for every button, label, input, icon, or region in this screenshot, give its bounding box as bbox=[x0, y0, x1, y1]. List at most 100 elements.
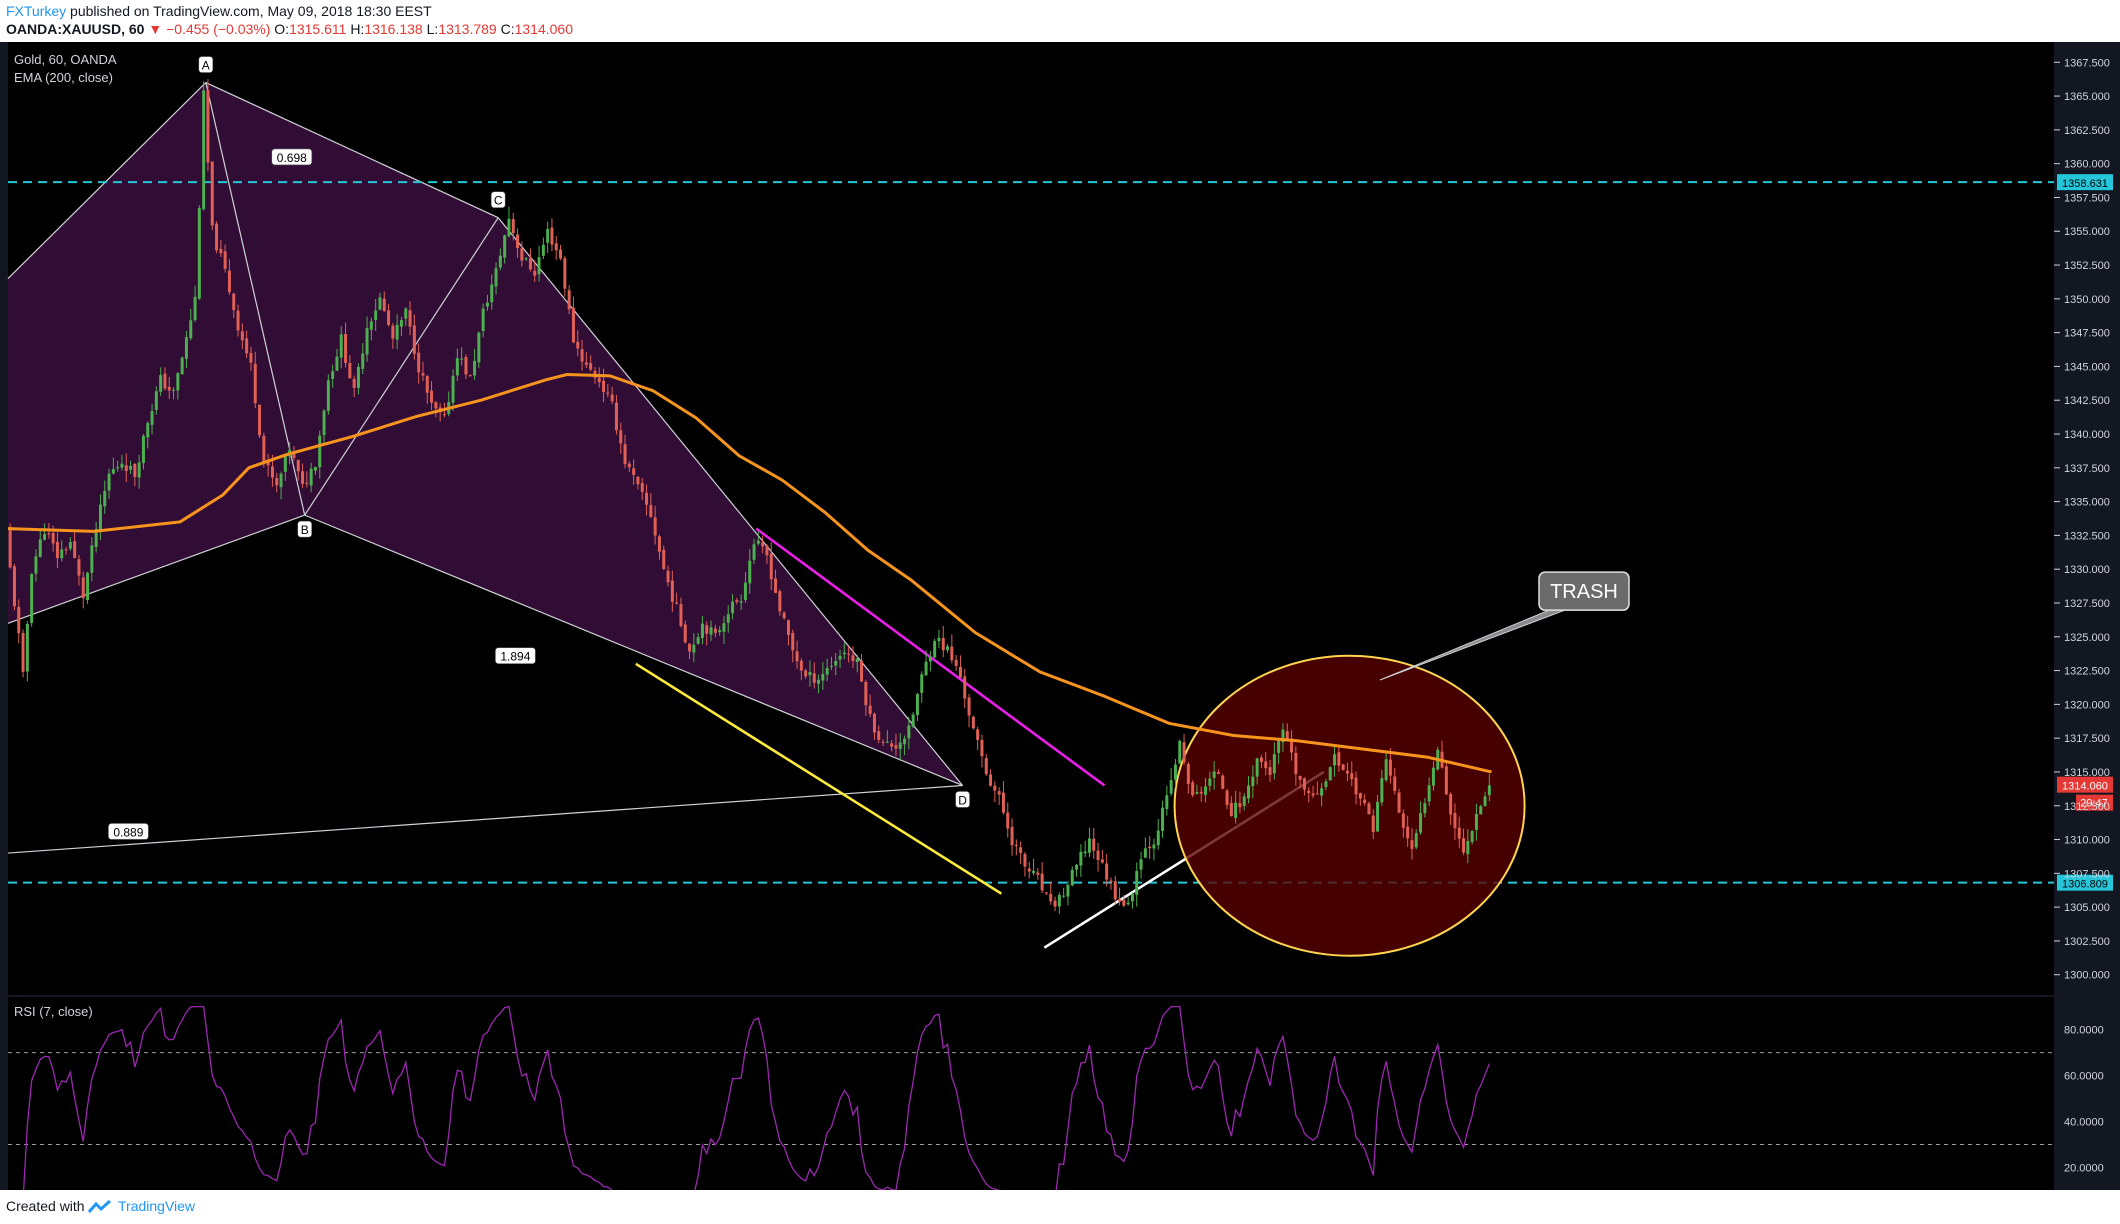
candle-body bbox=[249, 352, 253, 363]
candle-body bbox=[258, 404, 262, 436]
rsi-tick-label: 20.0000 bbox=[2064, 1163, 2104, 1175]
candle bbox=[1264, 752, 1268, 776]
candle-body bbox=[146, 423, 150, 438]
candle-body bbox=[1079, 851, 1083, 866]
candle-body bbox=[567, 290, 571, 310]
candle bbox=[735, 597, 739, 605]
candle-body bbox=[503, 235, 507, 258]
candle bbox=[550, 218, 554, 252]
candle-body bbox=[1083, 851, 1087, 854]
candle-body bbox=[1212, 771, 1216, 778]
candle bbox=[404, 307, 408, 326]
candle bbox=[1062, 887, 1066, 899]
candle bbox=[1457, 816, 1461, 848]
candle-body bbox=[1414, 833, 1418, 848]
candle bbox=[868, 694, 872, 718]
candle-body bbox=[374, 310, 378, 320]
price-tick-label: 1337.500 bbox=[2064, 463, 2110, 475]
trash-callout[interactable]: TRASH bbox=[1379, 571, 1630, 681]
candle bbox=[184, 330, 188, 369]
horizontal-levels[interactable]: 1358.631 1306.809 bbox=[8, 174, 2113, 891]
candle-body bbox=[933, 641, 937, 658]
candle-body bbox=[550, 227, 554, 245]
author-link[interactable]: FXTurkey bbox=[6, 3, 67, 19]
candle-body bbox=[81, 577, 85, 599]
candle bbox=[1384, 750, 1388, 783]
candle-body bbox=[163, 373, 167, 389]
candle-body bbox=[705, 625, 709, 634]
candle-body bbox=[683, 624, 687, 643]
candle-body bbox=[898, 742, 902, 749]
candle bbox=[1406, 815, 1410, 847]
candle-body bbox=[455, 358, 459, 376]
candle-body bbox=[838, 655, 842, 660]
candle bbox=[494, 262, 498, 295]
candle bbox=[1376, 795, 1380, 832]
candle bbox=[1118, 887, 1122, 906]
candle bbox=[1087, 827, 1091, 858]
candle-body bbox=[365, 328, 369, 355]
tradingview-brand[interactable]: TradingView bbox=[118, 1198, 196, 1214]
candle bbox=[580, 339, 584, 371]
candle bbox=[1453, 803, 1457, 840]
candle bbox=[1010, 818, 1014, 856]
candle-body bbox=[154, 391, 158, 410]
candle bbox=[1259, 754, 1263, 769]
price-tick-label: 1352.500 bbox=[2064, 260, 2110, 272]
candle-body bbox=[98, 504, 102, 531]
candle-body bbox=[700, 623, 704, 639]
trash-zone[interactable] bbox=[1173, 654, 1526, 957]
candle-body bbox=[266, 461, 270, 466]
candle bbox=[924, 650, 928, 677]
level-badge-value: 1358.631 bbox=[2062, 178, 2108, 190]
candle-body bbox=[1371, 815, 1375, 833]
candle bbox=[116, 460, 120, 472]
candle-body bbox=[197, 208, 201, 299]
level-badge bbox=[2057, 174, 2113, 191]
candle-body bbox=[1105, 863, 1109, 880]
candle bbox=[430, 380, 434, 410]
chart-canvas[interactable]: 1358.631 1306.809 1314.060 29:47 A B C D 0.698… bbox=[0, 42, 2120, 1190]
candle bbox=[210, 161, 214, 231]
candle-body bbox=[632, 468, 636, 475]
candle bbox=[258, 404, 262, 439]
countdown-badge bbox=[2076, 794, 2113, 811]
candle-body bbox=[494, 268, 498, 287]
candle bbox=[1156, 818, 1160, 850]
rsi-tick-label: 60.0000 bbox=[2064, 1071, 2104, 1083]
candle-body bbox=[657, 536, 661, 552]
candle-body bbox=[554, 243, 558, 251]
candle bbox=[1161, 800, 1165, 838]
candle-body bbox=[950, 646, 954, 661]
candle bbox=[77, 554, 81, 586]
candle-body bbox=[1182, 742, 1186, 763]
candle-body bbox=[1367, 803, 1371, 815]
candle-body bbox=[696, 637, 700, 644]
candle bbox=[915, 692, 919, 722]
candle bbox=[1014, 839, 1018, 856]
candle bbox=[1302, 777, 1306, 796]
candle bbox=[1479, 804, 1483, 815]
candle-body bbox=[1010, 826, 1014, 846]
candle-body bbox=[1401, 813, 1405, 828]
candle bbox=[941, 625, 945, 658]
candle bbox=[786, 619, 790, 646]
candle bbox=[533, 260, 537, 282]
candle bbox=[245, 330, 249, 359]
candle-body bbox=[782, 612, 786, 619]
candle-body bbox=[1247, 785, 1251, 799]
candle bbox=[111, 457, 115, 475]
candle-body bbox=[1229, 802, 1233, 817]
candle bbox=[1057, 892, 1061, 914]
candle-body bbox=[425, 375, 429, 393]
pattern-point-letter: C bbox=[494, 194, 503, 208]
candle-body bbox=[1109, 880, 1113, 882]
candle bbox=[1049, 882, 1053, 905]
candle bbox=[1247, 776, 1251, 804]
candle bbox=[94, 521, 98, 553]
candle bbox=[38, 529, 42, 558]
harmonic-pattern[interactable] bbox=[7, 82, 964, 854]
candle-body bbox=[774, 578, 778, 593]
candle bbox=[1152, 838, 1156, 861]
candle-body bbox=[434, 402, 438, 409]
